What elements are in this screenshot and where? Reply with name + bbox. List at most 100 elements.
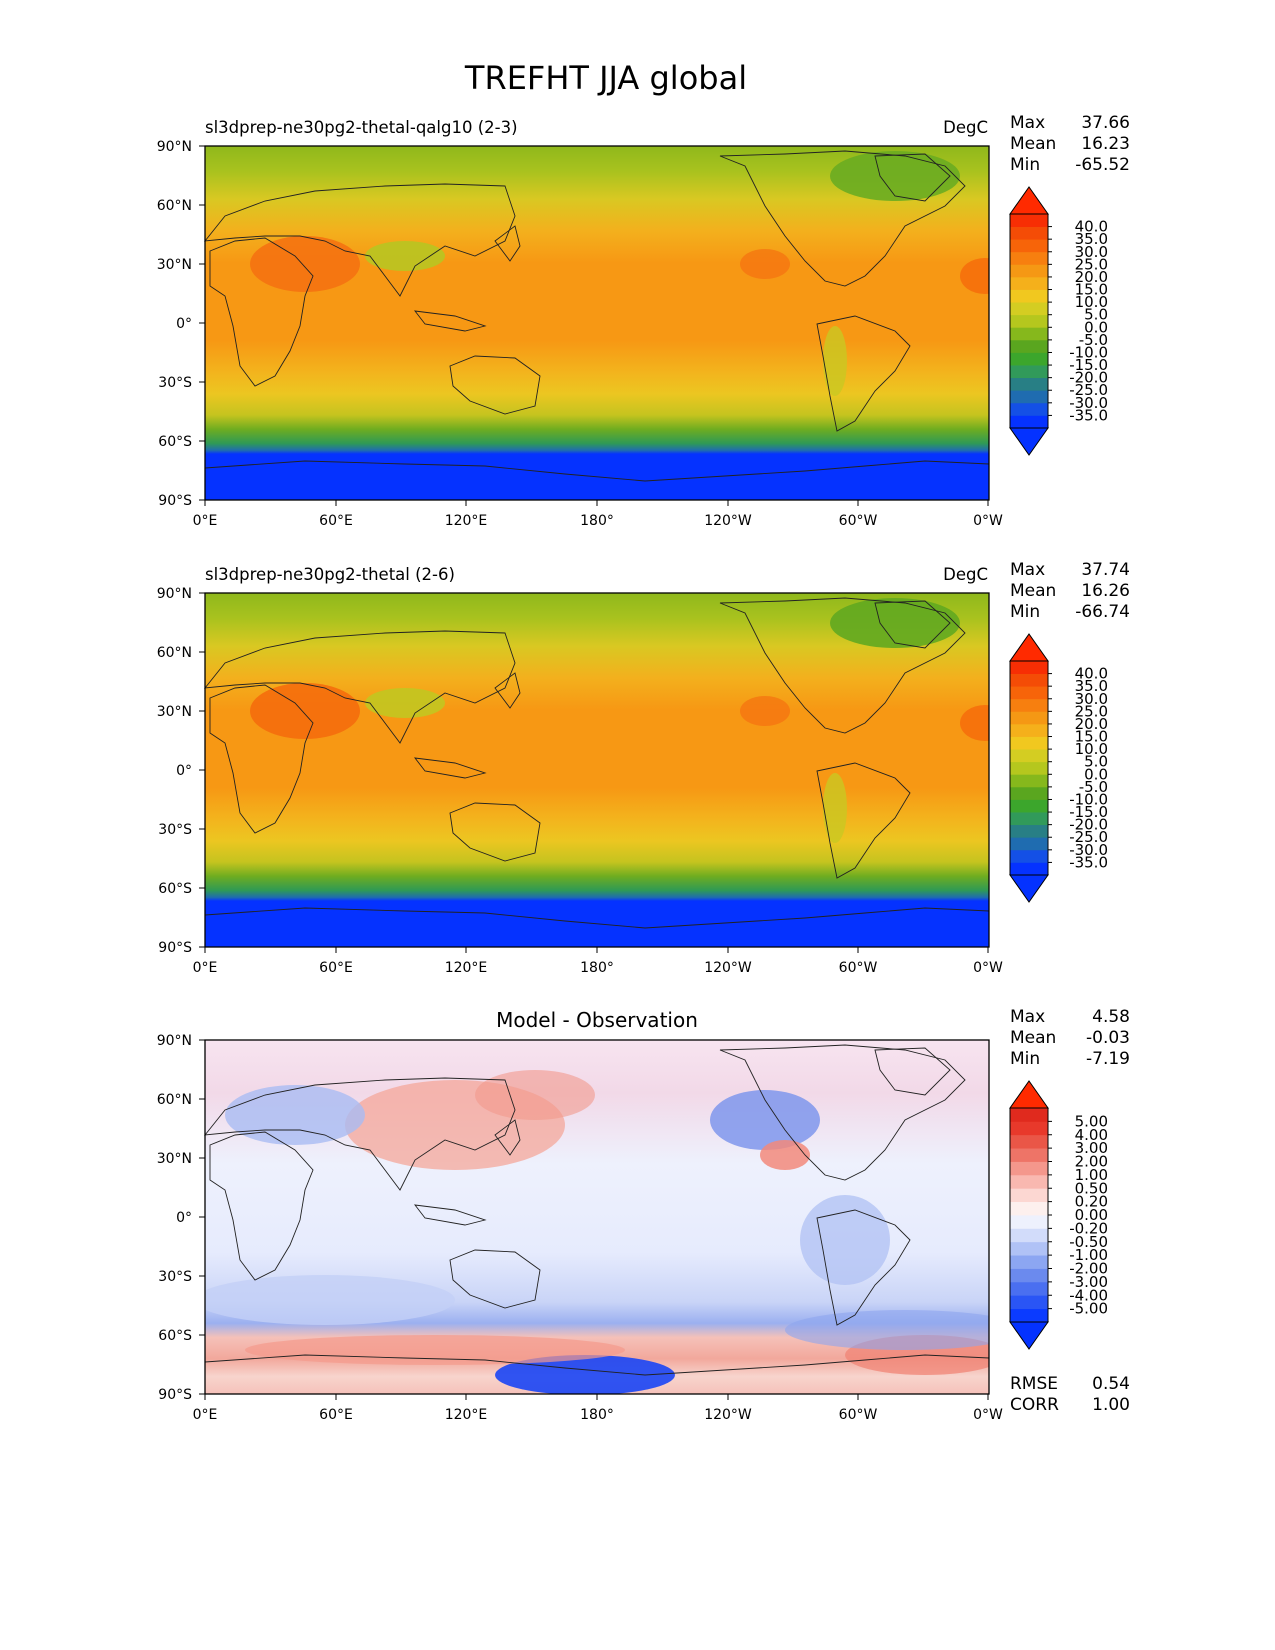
panel-test-map	[203, 145, 990, 501]
colorbar-tick-label: -5.0	[1079, 778, 1108, 796]
panel-reference: sl3dprep-ne30pg2-thetal (2-6) DegC	[157, 560, 1130, 976]
colorbar-tick-label: 5.00	[1075, 1112, 1108, 1130]
colorbar-band	[1010, 1174, 1048, 1189]
colorbar-tick-label: 0.0	[1084, 318, 1108, 336]
lat-axis: 90°N 60°N 30°N 0° 30°S 60°S 90°S	[157, 586, 205, 956]
colorbar-band	[1010, 723, 1048, 737]
colorbar-band	[1010, 1255, 1048, 1269]
colorbar-band	[1010, 1295, 1048, 1310]
lon-tick-label: 60°E	[319, 960, 353, 976]
colorbar-tick-label: 30.0	[1075, 690, 1108, 708]
colorbar-band	[1010, 736, 1048, 750]
lat-tick-label: 90°S	[158, 940, 192, 956]
panel-difference-map	[203, 1039, 990, 1395]
colorbar-band	[1010, 824, 1048, 838]
map-field	[205, 593, 989, 947]
stat-value: 37.66	[1081, 113, 1130, 133]
lon-tick-label: 60°E	[319, 513, 353, 529]
colorbar-band	[1010, 862, 1048, 876]
lon-tick-label: 0°W	[973, 1407, 1003, 1423]
colorbar: 40.035.030.025.020.015.010.05.00.0-5.0-1…	[1009, 186, 1108, 456]
colorbar-tick-label: -35.0	[1069, 853, 1108, 871]
coastlines	[203, 597, 990, 929]
lon-tick-label: 0°E	[193, 1407, 218, 1423]
colorbar-tick-label: -1.00	[1069, 1246, 1108, 1264]
colorbar-band	[1010, 698, 1048, 712]
colorbar-band	[1010, 214, 1048, 227]
lon-tick-label: 60°W	[839, 513, 878, 529]
colorbar-tick-label: -10.0	[1069, 343, 1108, 361]
lon-tick-label: 180°	[580, 513, 614, 529]
stat-value: -7.19	[1086, 1049, 1130, 1069]
lat-tick-label: 30°S	[158, 375, 192, 391]
colorbar-tick-label: 5.0	[1084, 753, 1108, 771]
lat-axis: 90°N 60°N 30°N 0° 30°S 60°S 90°S	[157, 139, 205, 509]
colorbar-band	[1010, 226, 1048, 240]
colorbar-tick-label: -0.20	[1069, 1219, 1108, 1237]
colorbar-extend-max	[1009, 1080, 1049, 1109]
colorbar-band	[1010, 1241, 1048, 1256]
colorbar-tick-label: 0.0	[1084, 765, 1108, 783]
colorbar-tick-label: 35.0	[1075, 677, 1108, 695]
colorbar-band	[1010, 849, 1048, 863]
colorbar-tick-label: -10.0	[1069, 790, 1108, 808]
colorbar-tick-label: 4.00	[1075, 1126, 1108, 1144]
lon-tick-label: 0°E	[193, 960, 218, 976]
lat-tick-label: 60°N	[157, 1092, 192, 1108]
lon-tick-label: 60°W	[839, 1407, 878, 1423]
colorbar-tick-label: 15.0	[1075, 728, 1108, 746]
colorbar-band	[1010, 812, 1048, 826]
colorbar: 5.004.003.002.001.000.500.200.00-0.20-0.…	[1009, 1080, 1108, 1350]
colorbar-band	[1010, 686, 1048, 700]
colorbar-tick-label: 0.50	[1075, 1179, 1108, 1197]
colorbar-band	[1010, 365, 1048, 379]
colorbar-band	[1010, 1201, 1048, 1216]
colorbar-band	[1010, 711, 1048, 725]
colorbar-band	[1010, 264, 1048, 278]
colorbar-band	[1010, 402, 1048, 416]
rmse-label: RMSE	[1010, 1374, 1058, 1394]
colorbar-band	[1010, 761, 1048, 775]
lon-tick-label: 120°W	[704, 513, 752, 529]
colorbar-band	[1010, 239, 1048, 253]
colorbar-band	[1010, 749, 1048, 763]
colorbar-tick-label: -5.00	[1069, 1300, 1108, 1318]
colorbar-tick-label: -20.0	[1069, 369, 1108, 387]
colorbar-band	[1010, 1228, 1048, 1243]
colorbar-band	[1010, 837, 1048, 851]
colorbar-band	[1010, 251, 1048, 265]
stat-label: Mean	[1010, 1028, 1056, 1048]
colorbar-band	[1010, 1148, 1048, 1162]
colorbar-extend-min	[1009, 874, 1049, 903]
lat-tick-label: 90°N	[157, 586, 192, 602]
lon-axis: 0°E 60°E 120°E 180° 120°W 60°W 0°W	[193, 1394, 1003, 1423]
colorbar-tick-label: 30.0	[1075, 243, 1108, 261]
stat-label: Min	[1010, 602, 1040, 622]
footer-stats: RMSE 0.54 CORR 1.00	[1010, 1374, 1130, 1415]
lat-tick-label: 90°N	[157, 139, 192, 155]
colorbar-band	[1010, 276, 1048, 290]
colorbar-tick-label: 0.20	[1075, 1193, 1108, 1211]
colorbar-band	[1010, 1161, 1048, 1176]
panel-reference-map	[203, 592, 990, 948]
lon-tick-label: 0°E	[193, 513, 218, 529]
colorbar-tick-label: 0.00	[1075, 1206, 1108, 1224]
colorbar-frame	[1009, 660, 1049, 876]
colorbar-band	[1010, 1268, 1048, 1283]
lat-tick-label: 30°N	[157, 704, 192, 720]
lat-tick-label: 0°	[176, 316, 192, 332]
colorbar-band	[1010, 415, 1048, 429]
colorbar-tick-label: 3.00	[1075, 1139, 1108, 1157]
panel-reference-title: sl3dprep-ne30pg2-thetal (2-6)	[205, 565, 455, 584]
lat-tick-label: 60°N	[157, 645, 192, 661]
lat-tick-label: 30°N	[157, 257, 192, 273]
lat-tick-label: 0°	[176, 1210, 192, 1226]
colorbar-tick-label: 15.0	[1075, 281, 1108, 299]
colorbar-extend-max	[1009, 633, 1049, 662]
panel-test-title: sl3dprep-ne30pg2-thetal-qalg10 (2-3)	[205, 118, 518, 137]
lat-tick-label: 60°N	[157, 198, 192, 214]
lat-tick-label: 60°S	[158, 881, 192, 897]
colorbar-extend-min	[1009, 427, 1049, 456]
stats-block: Max 37.74 Mean 16.26 Min -66.74	[1010, 560, 1130, 622]
colorbar-band	[1010, 302, 1048, 316]
